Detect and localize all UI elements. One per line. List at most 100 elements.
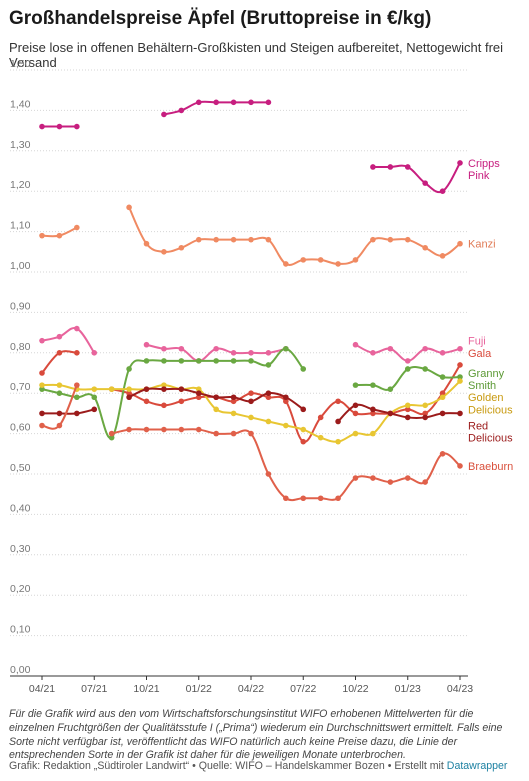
series-label-cripps-pink: Pink [468,170,490,182]
point-kanzi [143,240,150,247]
series-label-red-delicious: Delicious [468,433,513,445]
point-red-delicious [457,410,463,417]
point-granny-smith [422,366,428,372]
point-cripps-pink [74,123,80,130]
point-red-delicious [178,386,185,392]
point-cripps-pink [265,99,272,106]
point-kanzi [213,236,219,243]
y-tick-label: 0,90 [10,300,31,312]
point-fuji [56,333,63,340]
chart-title: Großhandelspreise Äpfel (Bruttopreise in… [9,8,432,29]
point-braeburn [404,475,411,481]
series-lines [39,99,463,502]
point-fuji [91,350,98,356]
point-gala [178,398,185,405]
point-granny-smith [74,394,80,401]
point-kanzi [39,232,45,239]
series-label-golden-delicious: Golden [468,392,503,404]
point-gala [161,402,167,409]
y-tick-label: 1,50 [10,58,31,70]
point-kanzi [352,257,359,263]
point-red-delicious [161,386,167,392]
point-red-delicious [283,394,289,401]
point-kanzi [265,236,272,243]
point-granny-smith [265,362,272,368]
point-cripps-pink [178,107,185,114]
point-gala [335,398,341,405]
point-red-delicious [265,390,272,397]
point-red-delicious [74,410,80,417]
point-braeburn [39,422,45,429]
point-kanzi [387,236,394,243]
point-golden-delicious [404,402,411,409]
point-golden-delicious [457,378,463,384]
point-braeburn [300,495,307,502]
point-kanzi [422,244,428,251]
point-fuji [213,345,219,352]
point-braeburn [265,471,272,477]
x-tick-label: 04/22 [238,683,264,695]
point-fuji [387,345,394,352]
point-red-delicious [195,390,202,397]
datawrapper-link[interactable]: Datawrapper [446,760,508,772]
point-granny-smith [143,358,150,364]
x-axis: 04/21 07/21 10/21 01/22 04/22 07/22 10/22 01/23… [29,676,473,695]
series-label-golden-delicious: Delicious [468,404,513,416]
point-gala [370,410,376,417]
point-braeburn [74,382,80,388]
point-kanzi [230,236,237,243]
y-tick-label: 0,60 [10,422,31,434]
point-gala [422,410,428,417]
point-cripps-pink [230,99,237,106]
footer-credits: Grafik: Redaktion „Südtiroler Landwirt“ … [9,760,447,772]
point-braeburn [352,475,359,481]
point-granny-smith [39,386,45,392]
point-granny-smith [178,358,185,364]
point-gala [352,410,359,417]
x-tick-label: 07/21 [81,683,107,695]
point-gala [39,370,45,376]
point-fuji [370,350,376,356]
point-red-delicious [335,418,341,425]
y-tick-label: 1,20 [10,179,31,191]
point-braeburn [439,451,446,457]
series-label-fuji: Fuji [468,336,486,348]
point-red-delicious [352,402,359,409]
y-tick-label: 0,40 [10,502,31,514]
point-gala [265,394,272,401]
point-braeburn [283,495,289,502]
point-braeburn [195,426,202,433]
point-gala [230,398,237,405]
point-golden-delicious [283,422,289,429]
point-kanzi [74,224,80,231]
point-red-delicious [213,394,219,401]
series-label-red-delicious: Red [468,421,488,433]
point-gala [317,414,324,421]
series-line-red-delicious [42,408,95,415]
point-cripps-pink [161,111,167,118]
point-golden-delicious [39,382,45,388]
series-line-kanzi [128,206,461,266]
point-granny-smith [352,382,359,388]
point-braeburn [422,479,428,485]
x-tick-label: 01/23 [395,683,421,695]
series-label-granny-smith: Granny [468,368,505,380]
point-golden-delicious [126,386,132,392]
point-fuji [265,350,272,356]
point-kanzi [248,236,254,243]
series-line-fuji [41,326,96,354]
point-granny-smith [56,390,63,397]
x-tick-label: 04/23 [447,683,473,695]
point-granny-smith [387,386,394,392]
point-gala [300,438,307,445]
point-cripps-pink [387,164,394,170]
point-golden-delicious [213,406,219,413]
point-braeburn [108,430,115,437]
point-gala [195,394,202,401]
point-fuji [143,341,150,348]
point-braeburn [370,475,376,481]
point-kanzi [335,261,341,267]
point-granny-smith [300,366,307,372]
point-red-delicious [422,414,428,421]
point-golden-delicious [439,394,446,401]
